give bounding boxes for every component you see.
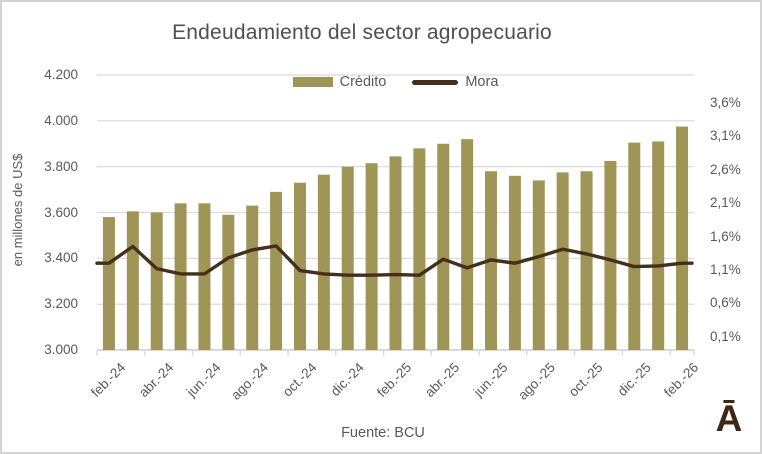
right-axis-tick-label: 1,6% [710, 228, 741, 244]
bar-credito [365, 163, 378, 350]
left-axis-tick-label: 3.800 [44, 158, 78, 174]
bar-credito [532, 180, 545, 350]
bar-credito [341, 166, 354, 350]
bar-credito [246, 205, 259, 350]
bar-credito [389, 156, 402, 350]
bar-credito [126, 211, 139, 350]
chart-title: Endeudamiento del sector agropecuario [172, 21, 552, 44]
left-axis-tick-label: 3.400 [44, 250, 78, 266]
bar-credito [413, 148, 426, 350]
right-axis-tick-label: 2,6% [710, 161, 741, 177]
bar-credito [461, 139, 474, 350]
right-axis-tick-label: 2,1% [710, 195, 741, 211]
left-axis-tick-label: 3.200 [44, 296, 78, 312]
bar-credito [604, 160, 617, 350]
right-axis-tick-label: 0,1% [710, 328, 741, 344]
bar-credito [556, 172, 569, 350]
bar-credito [102, 217, 115, 350]
legend: Crédito Mora [97, 74, 694, 90]
bar-credito [628, 142, 641, 350]
legend-mora-swatch [412, 79, 459, 85]
left-axis-tick-label: 4.200 [44, 67, 78, 82]
right-axis-tick-label: 3,1% [710, 128, 741, 144]
bar-credito [317, 174, 330, 350]
right-axis-tick-label: 3,6% [710, 95, 741, 111]
logo-a-macron: Ā [715, 398, 743, 439]
source-note: Fuente: BCU [341, 425, 425, 441]
bar-credito [652, 141, 665, 350]
bar-credito [293, 182, 306, 350]
bar-credito [676, 126, 689, 350]
line-mora [95, 244, 694, 277]
legend-credito-swatch [292, 77, 333, 87]
bar-credito [270, 191, 283, 350]
bar-credito [198, 203, 211, 350]
right-axis-tick-label: 0,6% [710, 295, 741, 311]
bar-credito [222, 214, 235, 350]
bar-credito [150, 212, 163, 350]
right-axis-tick-label: 1,1% [710, 261, 741, 277]
legend-mora-label: Mora [465, 74, 499, 90]
bar-credito [437, 143, 450, 350]
bar-credito [580, 171, 593, 350]
legend-credito-label: Crédito [339, 74, 387, 90]
left-axis-tick-label: 4.000 [44, 112, 78, 128]
left-axis-tick-label: 3.000 [44, 342, 78, 357]
bar-credito [174, 203, 187, 350]
left-axis-tick-label: 3.600 [44, 204, 78, 220]
